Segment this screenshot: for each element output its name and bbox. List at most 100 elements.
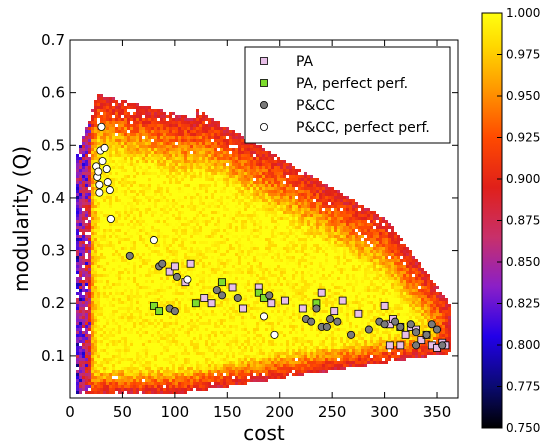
marker-pa <box>396 341 405 350</box>
marker-p-cc-perfect-perf <box>94 167 103 176</box>
colorbar-tick-label: 0.850 <box>506 255 540 269</box>
marker-pa <box>281 296 289 305</box>
legend-label: PA, perfect perf. <box>296 76 408 92</box>
marker-pa <box>354 309 363 318</box>
colorbar-tick-label: 1.000 <box>506 6 540 20</box>
colorbar-tick-label: 0.950 <box>506 89 540 103</box>
marker-p-cc-perfect-perf <box>149 236 158 245</box>
marker-p-cc <box>158 259 167 268</box>
marker-p-cc <box>307 317 316 326</box>
x-tick-label: 350 <box>423 403 452 421</box>
marker-p-cc <box>380 320 389 329</box>
marker-pa <box>385 341 394 350</box>
marker-pa <box>239 304 247 313</box>
marker-p-cc <box>312 304 321 313</box>
marker-p-cc <box>427 320 436 329</box>
marker-p-cc-perfect-perf <box>106 214 115 223</box>
y-axis-label: modularity (Q) <box>9 146 33 292</box>
marker-p-cc <box>391 317 400 326</box>
y-tick-label: 0.6 <box>41 84 65 102</box>
marker-p-cc-perfect-perf <box>98 157 107 166</box>
marker-pa <box>317 288 326 297</box>
colorbar-tick-label: 0.900 <box>506 172 540 186</box>
colorbar-tick-label: 0.825 <box>506 297 540 311</box>
x-tick-label: 100 <box>161 403 190 421</box>
marker-pa <box>401 330 410 339</box>
marker-p-cc <box>333 317 342 326</box>
marker-p-cc <box>233 293 242 302</box>
legend-marker <box>259 101 268 110</box>
y-axis: 0.1 0.2 0.3 0.4 0.5 0.6 0.7 <box>41 31 458 365</box>
x-tick-label: 0 <box>65 403 75 421</box>
legend-label: PA <box>296 54 314 70</box>
legend-marker <box>259 123 268 132</box>
marker-p-cc-perfect-perf <box>105 186 114 195</box>
marker-pa <box>338 296 347 305</box>
marker-p-cc <box>326 315 335 324</box>
marker-p-cc-perfect-perf <box>100 143 109 152</box>
marker-p-cc <box>396 322 405 331</box>
legend-box <box>244 46 451 144</box>
marker-pa <box>207 299 216 308</box>
marker-pa <box>186 259 195 268</box>
marker-pa-perfect-perf <box>191 299 200 308</box>
y-tick-label: 0.3 <box>41 242 65 260</box>
y-tick-label: 0.2 <box>41 294 65 312</box>
plot-frame <box>69 39 459 399</box>
marker-p-cc <box>212 286 221 295</box>
colorbar-tick-label: 0.750 <box>506 421 540 435</box>
y-tick-label: 0.5 <box>41 136 65 154</box>
legend: PA PA, perfect perf. P&CC P&CC, perfect per… <box>244 46 451 144</box>
x-tick-label: 200 <box>265 403 294 421</box>
colorbar-ticks: 0.750 0.775 0.800 0.825 0.850 0.875 0.900 0.925… <box>497 6 540 435</box>
y-tick-label: 0.7 <box>41 31 65 49</box>
marker-pa <box>267 299 276 308</box>
marker-pa <box>417 336 426 344</box>
colorbar-tick-label: 0.875 <box>506 214 540 228</box>
marker-p-cc-perfect-perf <box>270 330 279 339</box>
colorbar-tick-label: 0.775 <box>506 380 540 394</box>
marker-pa <box>200 294 209 302</box>
marker-p-cc <box>322 322 331 331</box>
marker-pa-perfect-perf <box>155 307 164 316</box>
marker-p-cc-perfect-perf <box>95 180 104 189</box>
x-tick-label: 250 <box>318 403 347 421</box>
marker-p-cc <box>364 325 373 334</box>
y-tick-label: 0.1 <box>41 347 65 365</box>
marker-p-cc <box>412 328 421 337</box>
marker-p-cc <box>412 341 421 350</box>
x-tick-label: 150 <box>213 403 242 421</box>
legend-marker <box>260 57 268 65</box>
x-tick-label: 50 <box>113 403 132 421</box>
marker-p-cc <box>433 325 442 334</box>
x-axis-label: cost <box>243 421 285 445</box>
marker-pa <box>330 307 339 316</box>
marker-pa <box>380 301 389 310</box>
marker-pa <box>228 283 237 292</box>
marker-p-cc <box>406 320 415 329</box>
marker-pa <box>298 304 307 313</box>
colorbar-tick-label: 0.925 <box>506 131 540 145</box>
marker-p-cc-perfect-perf <box>103 178 112 187</box>
heatmap-background <box>76 94 451 394</box>
marker-p-cc <box>172 272 181 281</box>
legend-marker <box>260 79 268 87</box>
colorbar: 0.750 0.775 0.800 0.825 0.850 0.875 0.900 0.925… <box>481 6 540 435</box>
marker-pa <box>170 262 179 271</box>
marker-p-cc <box>347 330 356 339</box>
marker-pa-perfect-perf <box>149 301 158 310</box>
marker-pa-perfect-perf <box>218 278 226 287</box>
x-axis: 0 50 100 150 200 250 300 350 <box>65 40 451 421</box>
marker-pa-perfect-perf <box>254 288 263 297</box>
data-markers <box>92 122 450 352</box>
legend-label: P&CC <box>296 98 335 114</box>
legend-label: P&CC, perfect perf. <box>296 120 430 136</box>
marker-p-cc-perfect-perf <box>183 275 192 284</box>
marker-p-cc <box>422 330 431 339</box>
marker-p-cc <box>438 341 447 350</box>
marker-pa <box>165 267 174 276</box>
marker-p-cc <box>218 291 227 300</box>
y-tick-label: 0.4 <box>41 189 65 207</box>
marker-p-cc-perfect-perf <box>259 312 268 321</box>
